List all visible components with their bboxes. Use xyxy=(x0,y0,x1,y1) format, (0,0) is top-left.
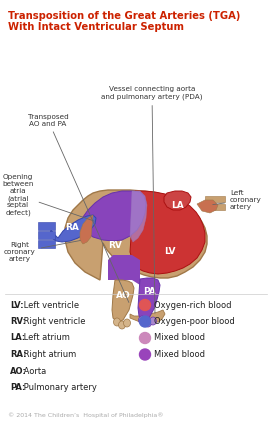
Ellipse shape xyxy=(138,316,146,324)
Text: Left
coronary
artery: Left coronary artery xyxy=(213,190,262,210)
Polygon shape xyxy=(112,280,134,322)
Text: RV: RV xyxy=(108,241,122,250)
Text: AO:: AO: xyxy=(10,366,27,375)
Text: Transposition of the Great Arteries (TGA): Transposition of the Great Arteries (TGA… xyxy=(8,11,240,21)
Text: Vessel connecting aorta
and pulmonary artery (PDA): Vessel connecting aorta and pulmonary ar… xyxy=(101,86,203,313)
Circle shape xyxy=(140,316,150,327)
Text: LV:: LV: xyxy=(10,300,24,310)
Text: Left atrium: Left atrium xyxy=(21,334,70,343)
Polygon shape xyxy=(38,222,55,230)
Polygon shape xyxy=(108,255,140,285)
Text: LA:: LA: xyxy=(10,334,25,343)
Text: Mixed blood: Mixed blood xyxy=(154,334,205,343)
Text: Right ventricle: Right ventricle xyxy=(21,317,86,326)
Text: LV: LV xyxy=(164,248,176,256)
Text: RA: RA xyxy=(65,224,79,233)
Text: RA:: RA: xyxy=(10,350,26,359)
Text: PA:: PA: xyxy=(10,383,25,392)
Text: Right
coronary
artery: Right coronary artery xyxy=(4,241,80,262)
Ellipse shape xyxy=(150,317,156,325)
Text: Left ventricle: Left ventricle xyxy=(21,300,79,310)
Text: Pulmonary artery: Pulmonary artery xyxy=(21,383,97,392)
Polygon shape xyxy=(205,204,225,210)
Polygon shape xyxy=(50,215,96,242)
Ellipse shape xyxy=(144,319,152,327)
Text: LA: LA xyxy=(172,201,184,210)
Text: Transposed
AO and PA: Transposed AO and PA xyxy=(28,113,129,302)
Ellipse shape xyxy=(123,319,131,327)
Polygon shape xyxy=(197,200,218,213)
Polygon shape xyxy=(130,191,205,274)
Polygon shape xyxy=(82,191,146,241)
Circle shape xyxy=(140,333,150,343)
Text: Right atrium: Right atrium xyxy=(21,350,77,359)
Circle shape xyxy=(140,299,150,311)
Polygon shape xyxy=(138,278,160,320)
Text: Oxygen-poor blood: Oxygen-poor blood xyxy=(154,317,235,326)
Polygon shape xyxy=(164,191,191,210)
Ellipse shape xyxy=(113,318,120,326)
Polygon shape xyxy=(205,196,225,202)
Text: © 2014 The Children’s  Hospital of Philadelphia®: © 2014 The Children’s Hospital of Philad… xyxy=(8,412,163,418)
Text: RV:: RV: xyxy=(10,317,26,326)
Text: PA: PA xyxy=(143,288,155,296)
Polygon shape xyxy=(130,310,165,323)
Text: AO: AO xyxy=(116,291,130,299)
Circle shape xyxy=(140,349,150,360)
Text: With Intact Ventricular Septum: With Intact Ventricular Septum xyxy=(8,22,184,32)
Polygon shape xyxy=(130,191,147,242)
Ellipse shape xyxy=(119,321,125,329)
Text: Mixed blood: Mixed blood xyxy=(154,350,205,359)
Text: Opening
between
atria
(atrial
septal
defect): Opening between atria (atrial septal def… xyxy=(2,174,94,221)
Polygon shape xyxy=(38,240,55,248)
Text: Oxygen-rich blood: Oxygen-rich blood xyxy=(154,300,231,310)
Polygon shape xyxy=(65,190,207,280)
Polygon shape xyxy=(38,231,55,239)
Polygon shape xyxy=(80,215,93,244)
Text: Aorta: Aorta xyxy=(21,366,47,375)
